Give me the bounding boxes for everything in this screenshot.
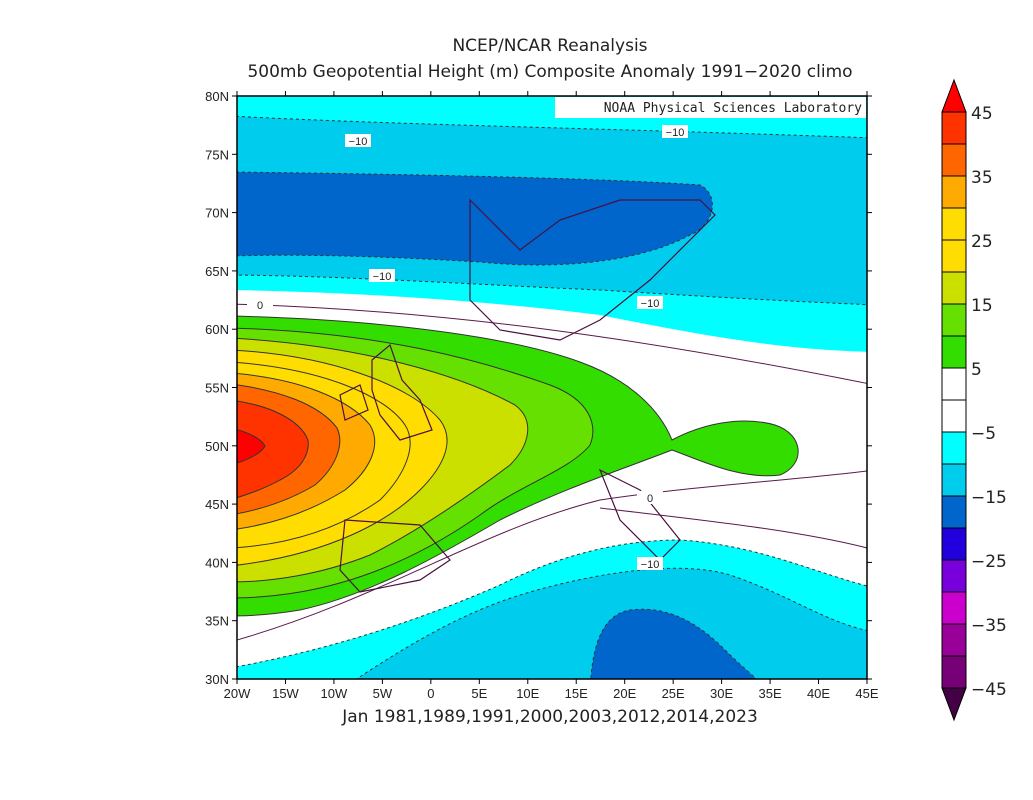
lat-tick-label: 30N [205, 672, 229, 687]
contour-label: 0 [257, 300, 263, 312]
lon-tick-label: 40E [807, 686, 830, 701]
colorbar-bin [941, 559, 967, 593]
lon-tick-label: 15E [565, 686, 588, 701]
lat-tick-label: 50N [205, 439, 229, 454]
contour-fill-minus15-north [237, 171, 713, 266]
lon-tick-label: 25E [662, 686, 685, 701]
colorbar-label: 5 [971, 360, 982, 380]
credit-text: NOAA Physical Sciences Laboratory [604, 101, 862, 116]
contour-line-0-north [237, 303, 867, 384]
colorbar-bin [941, 655, 967, 689]
colorbar-label: −25 [971, 552, 1007, 572]
colorbar-bin [941, 399, 967, 433]
colorbar-bin [941, 303, 967, 337]
colorbar-bin [941, 527, 967, 561]
contour-label: −10 [373, 271, 392, 283]
lon-tick-label: 35E [759, 686, 782, 701]
contour-fill-40 [237, 400, 309, 499]
colorbar-bin [941, 143, 967, 177]
credit-box [555, 97, 866, 118]
colorbar-bin [941, 431, 967, 465]
lat-tick-label: 60N [205, 322, 229, 337]
colorbar-bin [941, 591, 967, 625]
lat-tick-label: 75N [205, 147, 229, 162]
contour-fill-minus15-south [590, 608, 757, 679]
lon-tick-label: 20W [224, 686, 251, 701]
chart-title: NCEP/NCAR Reanalysis [452, 36, 648, 56]
colorbar-label: 35 [971, 168, 993, 188]
colorbar-max-arrow [941, 78, 967, 113]
lon-tick-label: 5E [471, 686, 487, 701]
colorbar-bin [941, 623, 967, 657]
contour-label: −10 [641, 298, 660, 310]
contour-label-bg [662, 125, 688, 138]
colorbar-label: −15 [971, 488, 1007, 508]
contour-label: −10 [641, 559, 660, 571]
colorbar-bin [941, 367, 967, 401]
lat-tick-label: 70N [205, 206, 229, 221]
colorbar-label: −45 [971, 680, 1007, 700]
lon-tick-label: 5W [373, 686, 393, 701]
colorbar-bin [941, 271, 967, 305]
contour-label-bg [247, 298, 273, 311]
lon-tick-label: 30E [710, 686, 733, 701]
contour-line-0-south [237, 470, 867, 641]
colorbar-label: 45 [971, 104, 993, 124]
lat-tick-label: 40N [205, 555, 229, 570]
lat-tick-label: 80N [205, 89, 229, 104]
colorbar-bin [941, 207, 967, 241]
contour-label: 0 [647, 493, 653, 505]
colorbar-bin [941, 175, 967, 209]
lon-tick-label: 10E [516, 686, 539, 701]
lon-tick-label: 10W [321, 686, 348, 701]
contour-label: −10 [349, 136, 368, 148]
colorbar-bin [941, 335, 967, 369]
contour-label-bg [637, 557, 663, 570]
lat-tick-label: 55N [205, 381, 229, 396]
colorbar-bin [941, 239, 967, 273]
contour-label: −10 [666, 127, 685, 139]
chart-subtitle: 500mb Geopotential Height (m) Composite … [247, 62, 853, 82]
contour-label-bg [637, 491, 663, 504]
colorbar-bin [941, 495, 967, 529]
map-plot-area [237, 96, 867, 679]
lon-tick-label: 45E [855, 686, 878, 701]
colorbar-bin [941, 111, 967, 145]
lon-tick-label: 20E [613, 686, 636, 701]
colorbar-label: −5 [971, 424, 996, 444]
contour-label-bg [637, 296, 663, 309]
x-axis-label: Jan 1981,1989,1991,2000,2003,2012,2014,2… [342, 707, 758, 727]
lat-tick-label: 35N [205, 614, 229, 629]
contour-line-0-east [599, 507, 867, 549]
lon-tick-label: 15W [272, 686, 299, 701]
lat-tick-label: 65N [205, 264, 229, 279]
colorbar-min-arrow [941, 687, 967, 722]
lon-tick-label: 0 [427, 686, 434, 701]
contour-label-bg [345, 134, 371, 147]
colorbar-label: −35 [971, 616, 1007, 636]
colorbar-label: 25 [971, 232, 993, 252]
contour-label-bg [369, 269, 395, 282]
coastline [339, 198, 716, 593]
contour-fill-45 [237, 429, 266, 464]
colorbar-label: 15 [971, 296, 993, 316]
lat-tick-label: 45N [205, 497, 229, 512]
colorbar-bin [941, 463, 967, 497]
